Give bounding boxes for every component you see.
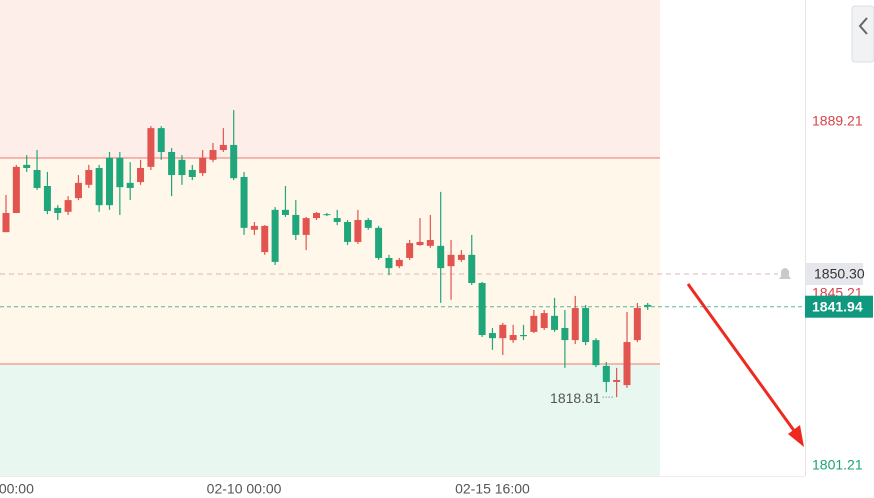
candle-body — [540, 313, 548, 328]
candle-body — [271, 209, 279, 262]
alert-label: 1850.30 — [814, 266, 865, 282]
candle-body — [188, 169, 196, 178]
candle-body — [613, 379, 621, 382]
candle-body — [551, 315, 559, 330]
candle-body — [302, 218, 310, 235]
candle-body — [209, 150, 217, 160]
candle-body — [54, 207, 62, 213]
candle-body — [447, 254, 455, 267]
alert-badge — [805, 263, 863, 286]
candle-body — [219, 144, 227, 151]
candle-body — [178, 159, 186, 176]
candle-body — [426, 239, 434, 246]
x-tick-label: 00:00 — [0, 481, 34, 497]
candle-body — [344, 221, 352, 242]
zone-upper — [0, 0, 660, 159]
low-marker-label: 1818.81 — [550, 390, 601, 406]
candle-body — [230, 144, 238, 179]
candle-body — [395, 259, 403, 267]
candle-body — [74, 182, 82, 199]
candle-body — [323, 214, 331, 216]
current-price-badge — [805, 295, 873, 318]
candle-body — [261, 225, 269, 253]
candle-body — [457, 254, 465, 260]
candle-body — [571, 308, 579, 341]
candle-body — [437, 245, 445, 269]
candle-body — [592, 340, 600, 366]
bell-icon — [779, 268, 791, 280]
candle-body — [375, 227, 383, 258]
candle-body — [364, 220, 372, 228]
candle-body — [582, 308, 590, 343]
candle-body — [23, 164, 31, 169]
price-level-label: 1889.21 — [812, 113, 863, 129]
red-arrow — [686, 283, 804, 447]
candle-body — [168, 151, 176, 176]
candle-body — [509, 335, 517, 341]
zone-lower — [0, 363, 660, 476]
candle-body — [354, 220, 362, 242]
candle-body — [95, 168, 103, 206]
candle-body — [633, 308, 641, 341]
tab-arrow — [858, 17, 868, 35]
candle-body — [85, 169, 93, 185]
candle-body — [520, 335, 527, 337]
tab-box[interactable] — [851, 5, 874, 63]
candle-body — [137, 168, 145, 183]
candle-body — [240, 177, 248, 228]
collapse-tab[interactable] — [851, 5, 874, 63]
candle-body — [64, 200, 72, 212]
candle-body — [488, 333, 496, 339]
candle-body — [157, 128, 165, 152]
candle-body — [416, 241, 424, 246]
candle-body — [33, 169, 41, 188]
candle-body — [106, 157, 113, 206]
candle-body — [126, 182, 134, 188]
candle-body — [281, 209, 289, 215]
candle-body — [147, 128, 155, 167]
arrow-shaft — [686, 283, 797, 433]
candle-body — [406, 243, 414, 258]
price-level-label: 1801.21 — [812, 457, 863, 473]
candle-body — [644, 304, 652, 307]
candle-body — [499, 324, 507, 339]
candle-body — [116, 157, 124, 188]
candle-body — [530, 315, 538, 332]
candle-body — [292, 214, 300, 235]
candle-body — [12, 166, 20, 213]
x-tick-label: 02-10 00:00 — [207, 481, 282, 497]
candle-body — [478, 282, 486, 336]
candle-body — [2, 212, 10, 233]
candle-body — [199, 157, 207, 174]
arrow-head — [788, 425, 804, 447]
candle-body — [313, 212, 320, 219]
candle-body — [623, 342, 631, 386]
current-price-label: 1841.94 — [812, 298, 863, 314]
axis-panel — [805, 0, 874, 498]
candle-body — [333, 218, 341, 222]
candle-body — [43, 186, 51, 212]
candle-body — [385, 257, 393, 269]
candle-body — [468, 254, 476, 283]
candle-body — [602, 365, 610, 382]
candle-body — [250, 225, 258, 230]
candle-body — [561, 327, 569, 341]
x-tick-label: 02-15 16:00 — [455, 481, 530, 497]
